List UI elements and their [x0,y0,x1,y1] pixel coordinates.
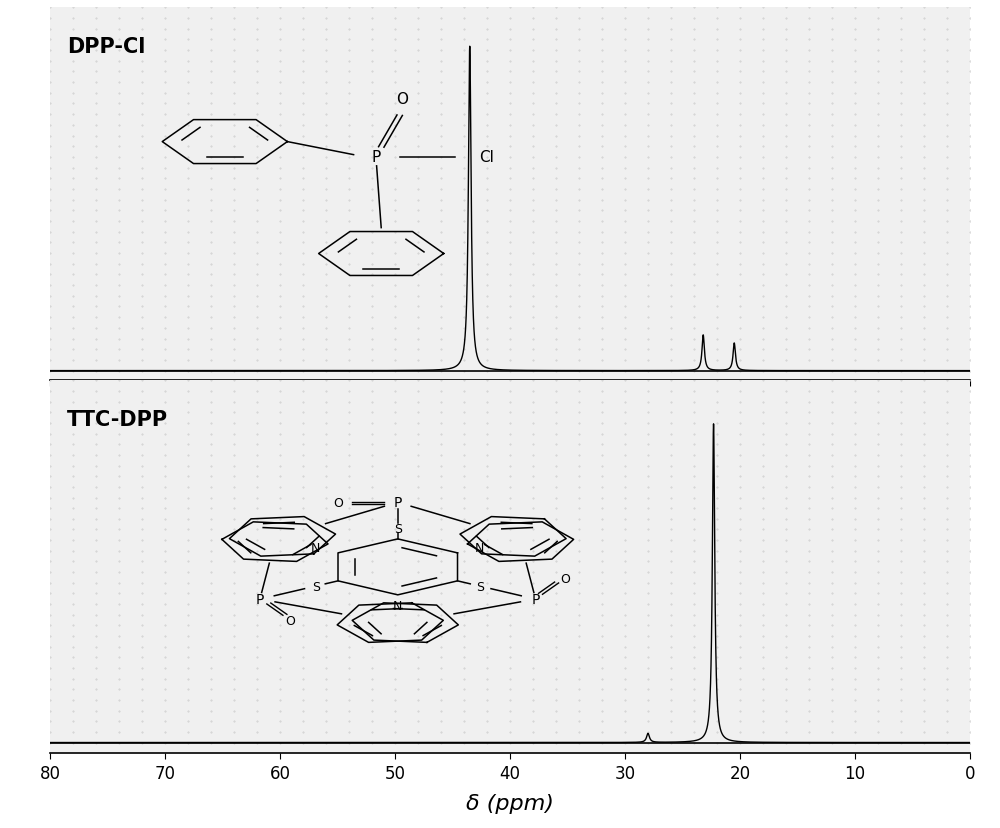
Text: S: S [476,580,484,593]
Text: S: S [394,522,402,535]
Text: N: N [393,599,402,612]
Text: Cl: Cl [480,150,494,165]
Text: O: O [561,572,570,585]
Text: P: P [256,592,264,606]
Text: DPP-Cl: DPP-Cl [67,37,146,57]
Text: S: S [312,580,320,593]
Text: O: O [396,92,408,107]
Text: O: O [333,496,343,509]
Text: O: O [285,614,295,627]
Text: N: N [311,542,320,555]
Text: N: N [475,542,485,555]
Text: P: P [372,150,381,165]
Text: P: P [531,592,540,606]
X-axis label: δ (ppm): δ (ppm) [466,793,554,813]
Text: TTC-DPP: TTC-DPP [67,410,168,430]
Text: P: P [394,496,402,510]
